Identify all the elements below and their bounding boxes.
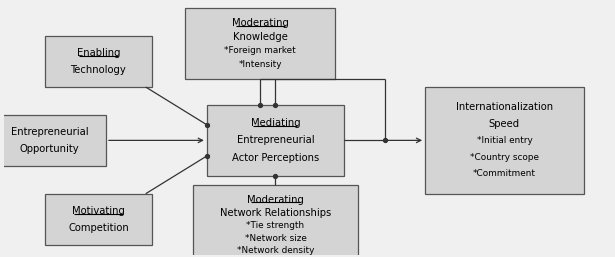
Text: Moderating: Moderating bbox=[247, 195, 304, 205]
Bar bbox=[0, 115, 106, 166]
Text: *Initial entry: *Initial entry bbox=[477, 136, 532, 145]
Bar bbox=[425, 87, 584, 194]
Bar bbox=[185, 8, 335, 79]
Text: Enabling: Enabling bbox=[77, 48, 120, 58]
Text: Competition: Competition bbox=[68, 223, 129, 233]
Text: Internationalization: Internationalization bbox=[456, 102, 553, 112]
Bar bbox=[45, 36, 152, 87]
Text: *Foreign market: *Foreign market bbox=[224, 46, 296, 55]
Text: Entrepreneurial: Entrepreneurial bbox=[237, 135, 314, 145]
Text: Mediating: Mediating bbox=[251, 118, 300, 128]
Text: Motivating: Motivating bbox=[72, 206, 125, 216]
Text: Knowledge: Knowledge bbox=[232, 32, 288, 42]
Bar bbox=[193, 185, 358, 257]
Bar bbox=[207, 105, 344, 176]
Text: Entrepreneurial: Entrepreneurial bbox=[10, 127, 89, 137]
Bar bbox=[45, 194, 152, 244]
Text: Actor Perceptions: Actor Perceptions bbox=[232, 153, 319, 163]
Text: *Network density: *Network density bbox=[237, 246, 314, 255]
Text: *Network size: *Network size bbox=[245, 234, 306, 243]
Text: *Tie strength: *Tie strength bbox=[247, 221, 304, 230]
Text: Speed: Speed bbox=[489, 119, 520, 128]
Text: Moderating: Moderating bbox=[232, 19, 288, 29]
Text: *Country scope: *Country scope bbox=[470, 153, 539, 162]
Text: Opportunity: Opportunity bbox=[20, 144, 79, 154]
Text: *Intensity: *Intensity bbox=[239, 60, 282, 69]
Text: Technology: Technology bbox=[71, 65, 126, 75]
Text: *Commitment: *Commitment bbox=[473, 169, 536, 178]
Text: Network Relationships: Network Relationships bbox=[220, 208, 331, 218]
